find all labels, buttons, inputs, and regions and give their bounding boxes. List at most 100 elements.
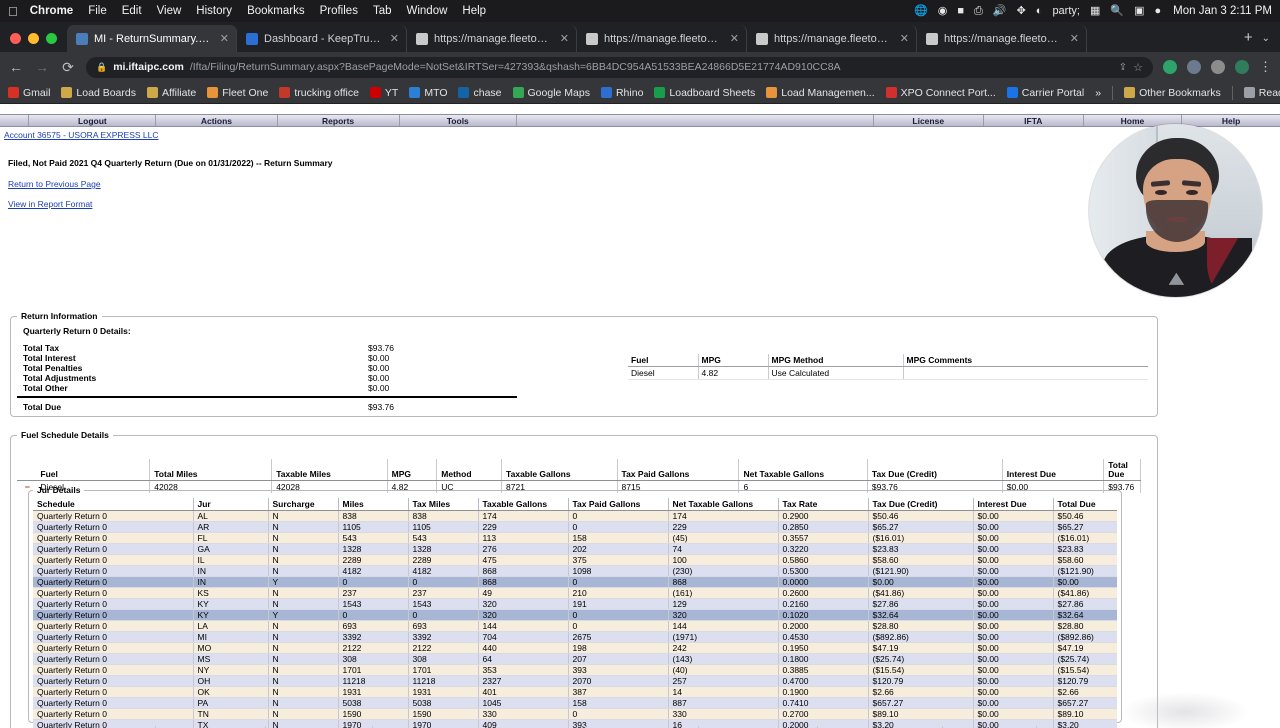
- browser-tab-2[interactable]: https://manage.fleetone.com/c✕: [407, 25, 577, 52]
- menu-item-help[interactable]: Help: [462, 5, 486, 17]
- nav-item-ifta[interactable]: IFTA: [984, 115, 1084, 126]
- menu-item-chrome[interactable]: Chrome: [30, 5, 73, 17]
- view-in-report-format-link[interactable]: View in Report Format: [0, 199, 1280, 209]
- menu-item-file[interactable]: File: [88, 5, 107, 17]
- extension-icon-2[interactable]: [1187, 60, 1201, 74]
- bookmark-13[interactable]: Carrier Portal: [1007, 87, 1084, 99]
- volume-icon[interactable]: 🔊: [993, 6, 1007, 17]
- nav-item-license[interactable]: License: [874, 115, 984, 126]
- extensions-puzzle-icon[interactable]: [1211, 60, 1225, 74]
- chevron-down-icon[interactable]: ⌄: [1262, 33, 1280, 52]
- minimize-window-button[interactable]: [28, 33, 39, 44]
- forward-button[interactable]: →: [34, 59, 50, 75]
- bookmark-10[interactable]: Loadboard Sheets: [654, 87, 755, 99]
- close-tab-icon[interactable]: ✕: [560, 32, 569, 45]
- globe-icon[interactable]: 🌐: [914, 6, 928, 17]
- close-tab-icon[interactable]: ✕: [730, 32, 739, 45]
- bookmark-5[interactable]: YT: [370, 87, 398, 99]
- browser-tab-3[interactable]: https://manage.fleetone.com/c✕: [577, 25, 747, 52]
- bookmark-9[interactable]: Rhino: [601, 87, 643, 99]
- menu-item-view[interactable]: View: [157, 5, 182, 17]
- bookmark-11[interactable]: Load Managemen...: [766, 87, 874, 99]
- share-icon[interactable]: ⇪: [1119, 62, 1127, 73]
- display-icon[interactable]: ▣: [1134, 6, 1144, 17]
- menu-item-tab[interactable]: Tab: [373, 5, 392, 17]
- record-icon[interactable]: ◉: [938, 6, 948, 17]
- bluetooth-icon[interactable]: ✥: [1017, 6, 1026, 17]
- bookmarks-overflow-icon[interactable]: »: [1095, 87, 1101, 99]
- bookmark-12[interactable]: XPO Connect Port...: [886, 87, 996, 99]
- wifi-icon[interactable]: ◐: [1036, 6, 1043, 17]
- close-window-button[interactable]: [10, 33, 21, 44]
- close-tab-icon[interactable]: ✕: [900, 32, 909, 45]
- control-center-icon[interactable]: party;: [1052, 6, 1080, 17]
- nav-item-tools[interactable]: Tools: [400, 115, 517, 126]
- extension-icon-1[interactable]: [1163, 60, 1177, 74]
- bookmark-8[interactable]: Google Maps: [513, 87, 590, 99]
- menu-item-window[interactable]: Window: [407, 5, 448, 17]
- browser-tab-1[interactable]: Dashboard - KeepTruckin✕: [237, 25, 407, 52]
- jur-cell: ($16.01): [868, 533, 973, 544]
- menu-item-bookmarks[interactable]: Bookmarks: [247, 5, 305, 17]
- nav-item-actions[interactable]: Actions: [156, 115, 277, 126]
- input-flag-icon[interactable]: ▦: [1090, 6, 1100, 17]
- close-tab-icon[interactable]: ✕: [1070, 32, 1079, 45]
- menu-bar-clock[interactable]: Mon Jan 3 2:11 PM: [1173, 5, 1272, 17]
- bookmark-0[interactable]: Gmail: [8, 87, 50, 99]
- reload-button[interactable]: ⟳: [60, 59, 76, 76]
- bookmark-2[interactable]: Affiliate: [147, 87, 196, 99]
- menu-item-edit[interactable]: Edit: [122, 5, 142, 17]
- apple-logo-icon[interactable]: : [8, 5, 18, 18]
- new-tab-button[interactable]: +: [1235, 29, 1262, 52]
- bookmark-3[interactable]: Fleet One: [207, 87, 268, 99]
- chrome-menu-icon[interactable]: ⋮: [1259, 59, 1272, 75]
- browser-tab-5[interactable]: https://manage.fleetone.com/c✕: [917, 25, 1087, 52]
- browser-tab-0[interactable]: MI - ReturnSummary.aspx✕: [67, 25, 237, 52]
- menu-item-profiles[interactable]: Profiles: [320, 5, 358, 17]
- nav-item-reports[interactable]: Reports: [278, 115, 400, 126]
- bookmark-4[interactable]: trucking office: [279, 87, 359, 99]
- close-tab-icon[interactable]: ✕: [390, 32, 399, 45]
- reading-list-button[interactable]: Reading List: [1244, 87, 1280, 99]
- account-link[interactable]: Account 36575 - USORA EXPRESS LLC: [0, 127, 1280, 140]
- return-to-previous-page-link[interactable]: Return to Previous Page: [0, 179, 1280, 189]
- user-icon[interactable]: ●: [1154, 6, 1161, 17]
- spotlight-search-icon[interactable]: 🔍: [1110, 6, 1124, 17]
- battery-icon[interactable]: ■: [957, 6, 964, 17]
- bookmark-1[interactable]: Load Boards: [61, 87, 136, 99]
- maximize-window-button[interactable]: [46, 33, 57, 44]
- profile-avatar[interactable]: [1235, 60, 1249, 74]
- other-bookmarks-folder[interactable]: Other Bookmarks: [1124, 87, 1221, 99]
- close-tab-icon[interactable]: ✕: [220, 32, 229, 45]
- bookmark-6[interactable]: MTO: [409, 87, 447, 99]
- jur-cell: 868: [478, 577, 568, 588]
- menu-item-history[interactable]: History: [196, 5, 232, 17]
- nav-item-logout[interactable]: Logout: [29, 115, 156, 126]
- browser-tab-4[interactable]: https://manage.fleetone.com/c✕: [747, 25, 917, 52]
- screen-mirror-icon[interactable]: ⎙: [974, 6, 983, 17]
- star-icon[interactable]: ☆: [1133, 61, 1143, 74]
- address-bar[interactable]: 🔒 mi.iftaipc.com /Ifta/Filing/ReturnSumm…: [86, 57, 1153, 78]
- jur-cell: 2675: [568, 632, 668, 643]
- bookmark-7[interactable]: chase: [458, 87, 501, 99]
- back-button[interactable]: ←: [8, 59, 24, 75]
